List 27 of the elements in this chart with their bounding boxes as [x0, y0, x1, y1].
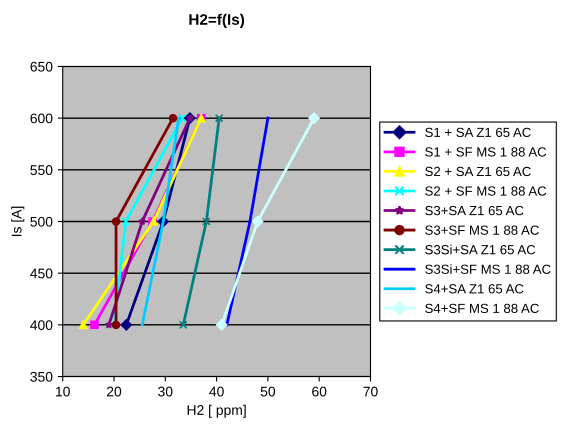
chart-title: H2=f(Is) — [189, 14, 244, 28]
legend-label: S3+SA Z1 65 AC — [425, 206, 524, 216]
x-tick-label: 40 — [209, 386, 224, 396]
y-tick-label: 650 — [30, 62, 52, 72]
x-tick-label: 70 — [363, 386, 378, 396]
legend-label: S2 + SA Z1 65 AC — [425, 166, 531, 176]
y-tick-label: 500 — [30, 216, 52, 227]
legend-label: S1 + SF MS 1 88 AC — [425, 147, 546, 157]
legend-label: S2 + SF MS 1 88 AC — [425, 186, 546, 196]
x-tick-label: 20 — [106, 386, 122, 396]
y-tick-label: 550 — [30, 165, 52, 175]
legend-label: S4+SF MS 1 88 AC — [425, 304, 539, 314]
legend-label: S3+SF MS 1 88 AC — [425, 225, 539, 235]
y-tick-label: 450 — [30, 268, 52, 278]
y-tick-label: 350 — [30, 372, 52, 382]
x-tick-label: 50 — [260, 386, 276, 396]
y-axis-title: Is [A] — [11, 206, 24, 236]
legend-label: S4+SA Z1 65 AC — [425, 284, 524, 294]
legend-label: S1 + SA Z1 65 AC — [425, 128, 531, 138]
legend-label: S3Si+SF MS 1 88 AC — [425, 264, 551, 274]
x-tick-label: 10 — [56, 386, 70, 396]
legend-label: S3Si+SA Z1 65 AC — [425, 244, 536, 254]
y-tick-label: 600 — [30, 113, 52, 124]
x-axis-title: H2 [ ppm] — [188, 404, 246, 418]
x-tick-label: 30 — [158, 386, 172, 396]
x-tick-label: 60 — [312, 386, 326, 396]
y-tick-label: 400 — [30, 320, 52, 330]
